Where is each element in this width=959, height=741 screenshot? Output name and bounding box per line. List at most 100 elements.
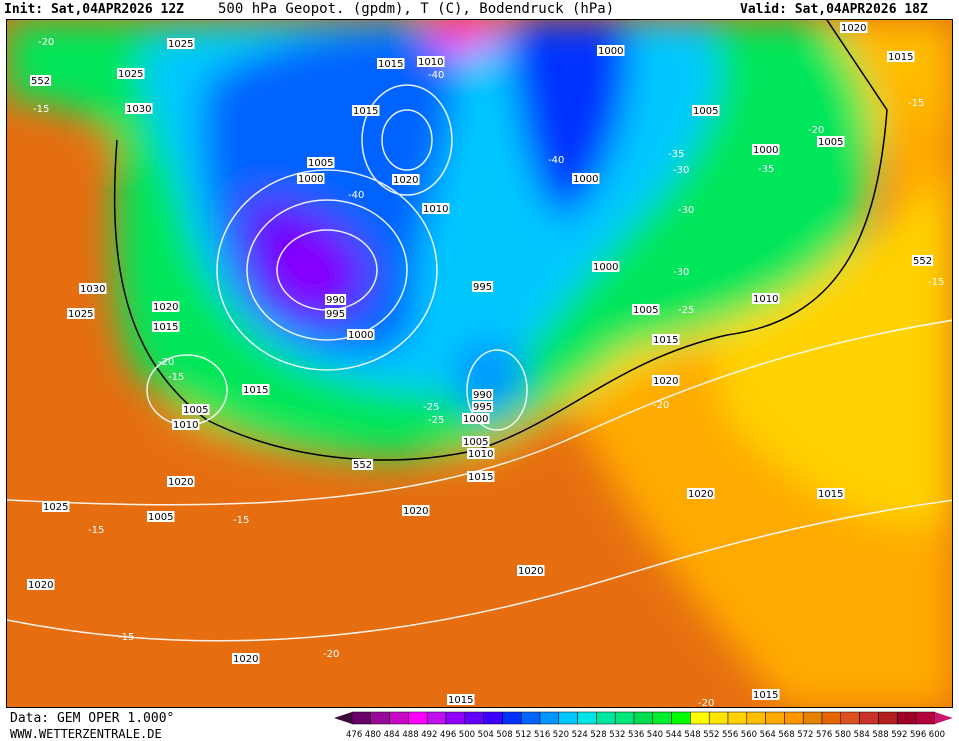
data-source: Data: GEM OPER 1.000° xyxy=(10,711,175,726)
isobar-label: 1000 xyxy=(298,174,323,185)
colorbar-high-arrow xyxy=(934,712,953,724)
colorbar-bin xyxy=(483,711,503,725)
valid-time: Valid: Sat,04APR2026 18Z xyxy=(740,2,928,17)
colorbar-bin xyxy=(652,711,672,725)
temperature-label: -30 xyxy=(673,165,689,176)
colorbar-bin xyxy=(539,711,560,725)
isobar-label: 1015 xyxy=(448,695,473,706)
isobar-label: 1015 xyxy=(353,106,378,117)
isobar-label: 1020 xyxy=(28,580,53,591)
temperature-label: -15 xyxy=(233,515,249,526)
colorbar-tick-label: 588 xyxy=(872,730,888,740)
temperature-label: -25 xyxy=(678,305,694,316)
isobar-label: 1025 xyxy=(43,502,68,513)
colorbar-bin xyxy=(633,711,654,725)
colorbar-bin xyxy=(445,711,466,725)
isobar-label: 990 xyxy=(473,390,492,401)
colorbar-tick-label: 504 xyxy=(478,730,494,740)
colorbar-bin xyxy=(520,711,541,725)
colorbar-bin xyxy=(746,711,766,725)
colorbar-tick-label: 560 xyxy=(741,730,757,740)
colorbar-tick-label: 600 xyxy=(929,730,945,740)
isobar-label: 1015 xyxy=(378,59,403,70)
isobar-label: 1005 xyxy=(818,137,843,148)
colorbar-tick-label: 572 xyxy=(797,730,813,740)
colorbar-bin xyxy=(802,711,823,725)
isobar-label: 1020 xyxy=(518,566,543,577)
colorbar-tick-label: 480 xyxy=(365,730,381,740)
isobar-label: 1000 xyxy=(463,414,488,425)
isobar-label: 990 xyxy=(326,295,345,306)
weather-map: 1025 1025 1030 1030 1025 1020 1015 1005 1010 1020… xyxy=(6,19,953,708)
isobar-label: 1010 xyxy=(753,294,778,305)
isobar-label: 1015 xyxy=(653,335,678,346)
isobar-label: 995 xyxy=(473,402,492,413)
colorbar-bin xyxy=(596,711,616,725)
colorbar-bin xyxy=(370,711,390,725)
colorbar-bin xyxy=(840,711,860,725)
colorbar-tick-label: 540 xyxy=(647,730,663,740)
temperature-label: -30 xyxy=(678,205,694,216)
colorbar-tick-label: 496 xyxy=(440,730,456,740)
isobar-label: 1020 xyxy=(688,489,713,500)
isobar-label: 1030 xyxy=(80,284,105,295)
colorbar-bin xyxy=(784,711,804,725)
colorbar-tick-label: 564 xyxy=(760,730,776,740)
isobar-label: 1010 xyxy=(418,57,443,68)
isobar-label: 1000 xyxy=(598,46,623,57)
colorbar-bin xyxy=(821,711,842,725)
colorbar-bin xyxy=(690,711,710,725)
colorbar-tick-label: 520 xyxy=(553,730,569,740)
colorbar-tick-label: 532 xyxy=(609,730,625,740)
isobar-label: 1015 xyxy=(888,52,913,63)
isobar-label: 1020 xyxy=(233,654,258,665)
temperature-label: -20 xyxy=(158,357,174,368)
map-title: 500 hPa Geopot. (gpdm), T (C), Bodendruc… xyxy=(218,1,615,17)
isobar-label: 1020 xyxy=(403,506,428,517)
temperature-label: -20 xyxy=(653,400,669,411)
colorbar-tick-label: 536 xyxy=(628,730,644,740)
isobar-label: 1020 xyxy=(153,302,178,313)
isobar-label: 1000 xyxy=(348,330,373,341)
isobar-label: 1020 xyxy=(168,477,193,488)
isobar-label: 1030 xyxy=(126,104,151,115)
isobar-label: 1010 xyxy=(173,420,198,431)
isobar-label: 1025 xyxy=(168,39,193,50)
geopotential-label: 552 xyxy=(913,256,932,267)
colorbar-tick-label: 580 xyxy=(835,730,851,740)
colorbar-bin xyxy=(558,711,578,725)
colorbar-tick-label: 512 xyxy=(515,730,531,740)
colorbar-bin xyxy=(577,711,597,725)
isobar-label: 1005 xyxy=(183,405,208,416)
colorbar-bin xyxy=(708,711,729,725)
temperature-label: -25 xyxy=(428,415,444,426)
colorbar-tick-label: 484 xyxy=(384,730,400,740)
colorbar-bin xyxy=(896,711,917,725)
colorbar-tick-label: 552 xyxy=(703,730,719,740)
colorbar-tick-label: 524 xyxy=(572,730,588,740)
colorbar-tick-label: 500 xyxy=(459,730,475,740)
init-time: Init: Sat,04APR2026 12Z xyxy=(4,2,185,17)
isobar-label: 1015 xyxy=(243,385,268,396)
isobar-label: 1020 xyxy=(653,376,678,387)
colorbar-tick-label: 556 xyxy=(722,730,738,740)
isobar-label: 1025 xyxy=(68,309,93,320)
temperature-label: -20 xyxy=(38,37,54,48)
colorbar-bin xyxy=(859,711,879,725)
isobar-label: 1010 xyxy=(423,204,448,215)
temperature-label: -15 xyxy=(118,632,134,643)
colorbar: 476 480 484 488 492 496 500 504 508 512 516 520 524 5… xyxy=(334,711,953,740)
temperature-label: -20 xyxy=(323,649,339,660)
colorbar-bin xyxy=(389,711,409,725)
geopotential-label: 552 xyxy=(353,460,372,471)
isobar-label: 1005 xyxy=(148,512,173,523)
colorbar-bin xyxy=(614,711,635,725)
isobar-label: 995 xyxy=(326,309,345,320)
colorbar-tick-label: 492 xyxy=(421,730,437,740)
colorbar-tick-label: 544 xyxy=(666,730,682,740)
temperature-label: -15 xyxy=(88,525,104,536)
geopotential-label: 552 xyxy=(31,76,50,87)
isobar-label: 1015 xyxy=(753,690,778,701)
temperature-label: -30 xyxy=(673,267,689,278)
colorbar-tick-label: 584 xyxy=(854,730,870,740)
